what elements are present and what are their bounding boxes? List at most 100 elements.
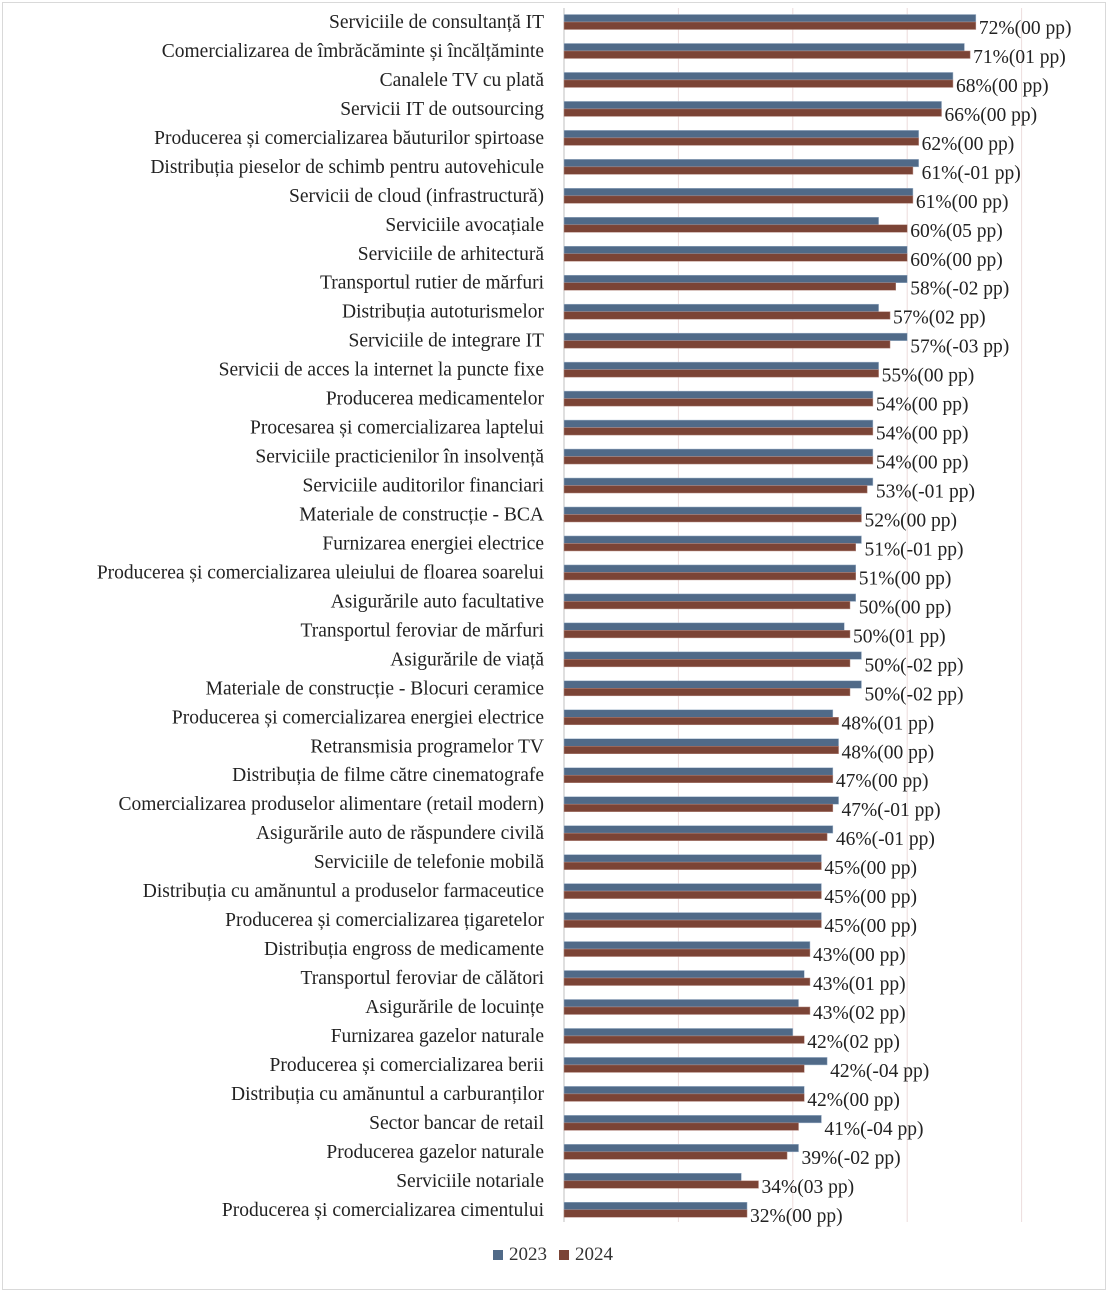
bar-2024 — [563, 543, 856, 552]
category-label: Serviciile de consultanță IT — [329, 12, 544, 33]
bar-2023 — [563, 680, 862, 689]
bar-2023 — [563, 854, 822, 863]
bar-2023 — [563, 303, 879, 312]
category-label: Canalele TV cu plată — [380, 70, 545, 91]
category-label: Producerea și comercializarea cimentului — [222, 1200, 545, 1221]
bar-2023 — [563, 246, 908, 255]
category-label: Sector bancar de retail — [369, 1113, 544, 1134]
bar-2024 — [563, 253, 908, 262]
bar-2023 — [563, 651, 862, 660]
bar-2023 — [563, 101, 942, 110]
bar-2023 — [563, 1173, 742, 1182]
category-label: Distribuția engross de medicamente — [264, 939, 544, 960]
bar-2024 — [563, 50, 971, 59]
data-label: 42%(00 pp) — [807, 1090, 900, 1111]
category-label: Distribuția de filme către cinematografe — [232, 765, 544, 786]
bar-2023 — [563, 1057, 828, 1066]
bar-2023 — [563, 535, 862, 544]
data-label: 71%(01 pp) — [973, 47, 1066, 68]
bar-2024 — [563, 1064, 805, 1073]
data-label: 53%(-01 pp) — [876, 482, 975, 503]
bar-2023 — [563, 14, 977, 23]
data-label: 55%(00 pp) — [882, 366, 975, 387]
data-label: 54%(00 pp) — [876, 424, 969, 445]
data-label: 45%(00 pp) — [824, 858, 917, 879]
legend: 2023 2024 — [493, 1244, 613, 1266]
bar-2024 — [563, 890, 822, 899]
data-label: 54%(00 pp) — [876, 395, 969, 416]
data-label: 50%(00 pp) — [859, 597, 952, 618]
bar-2024 — [563, 572, 856, 581]
data-label: 50%(-02 pp) — [864, 655, 963, 676]
category-label: Distribuția cu amănuntul a carburanților — [231, 1084, 544, 1105]
bar-2024 — [563, 688, 851, 697]
legend-swatch-2024 — [559, 1250, 569, 1260]
bar-2024 — [563, 311, 891, 320]
data-label: 47%(00 pp) — [836, 771, 929, 792]
bar-2024 — [563, 456, 874, 465]
category-label: Producerea și comercializarea băuturilor… — [154, 128, 544, 149]
category-label: Serviciile practicienilor în insolvență — [255, 447, 544, 468]
category-label: Producerea și comercializarea berii — [270, 1055, 545, 1076]
bar-2024 — [563, 601, 851, 610]
bar-2023 — [563, 1028, 794, 1037]
bar-2023 — [563, 274, 908, 283]
data-label: 50%(01 pp) — [853, 626, 946, 647]
data-label: 43%(00 pp) — [813, 945, 906, 966]
bar-2024 — [563, 369, 879, 378]
category-label: Serviciile avocațiale — [385, 215, 544, 236]
bar-2023 — [563, 1086, 805, 1095]
category-label: Servicii de cloud (infrastructură) — [289, 186, 544, 207]
data-label: 34%(03 pp) — [761, 1177, 854, 1198]
data-label: 66%(00 pp) — [945, 105, 1038, 126]
category-label: Serviciile auditorilor financiari — [303, 476, 545, 497]
category-label: Servicii de acces la internet la puncte … — [219, 360, 544, 381]
bar-2024 — [563, 514, 862, 523]
bar-2023 — [563, 709, 834, 718]
bar-2024 — [563, 1035, 805, 1044]
category-label: Distribuția autoturismelor — [342, 302, 545, 323]
category-label: Producerea și comercializarea țigaretelo… — [225, 910, 544, 931]
data-label: 48%(00 pp) — [842, 742, 935, 763]
bar-2024 — [563, 803, 834, 812]
bar-2023 — [563, 130, 919, 139]
legend-swatch-2023 — [493, 1250, 503, 1260]
data-label: 42%(02 pp) — [807, 1032, 900, 1053]
bar-2024 — [563, 977, 811, 986]
legend-label-2024: 2024 — [575, 1244, 613, 1265]
bar-2024 — [563, 861, 822, 870]
bar-2023 — [563, 970, 805, 979]
bar-2024 — [563, 1093, 805, 1102]
bar-2023 — [563, 738, 839, 747]
bar-2023 — [563, 1115, 822, 1124]
category-label: Furnizarea energiei electrice — [322, 533, 544, 554]
category-label: Asigurările de viață — [390, 649, 544, 670]
data-label: 32%(00 pp) — [750, 1206, 843, 1227]
bar-2024 — [563, 774, 834, 783]
category-label: Servicii IT de outsourcing — [340, 99, 544, 120]
bar-2023 — [563, 332, 908, 341]
data-label: 47%(-01 pp) — [842, 800, 941, 821]
category-label: Serviciile de telefonie mobilă — [314, 852, 544, 873]
bar-2023 — [563, 72, 954, 81]
data-label: 45%(00 pp) — [824, 887, 917, 908]
data-label: 57%(02 pp) — [893, 308, 986, 329]
data-label: 42%(-04 pp) — [830, 1061, 929, 1082]
category-label: Retransmisia programelor TV — [310, 736, 544, 757]
bar-2023 — [563, 1202, 748, 1211]
data-label: 43%(01 pp) — [813, 974, 906, 995]
data-label: 54%(00 pp) — [876, 453, 969, 474]
bar-2024 — [563, 1209, 748, 1218]
bar-2023 — [563, 390, 874, 399]
category-label: Producerea medicamentelor — [326, 389, 545, 410]
bar-2024 — [563, 1180, 759, 1189]
bar-2024 — [563, 1122, 799, 1131]
category-label: Transportul rutier de mărfuri — [320, 273, 545, 294]
bar-2024 — [563, 948, 811, 957]
bar-2024 — [563, 195, 914, 204]
bar-2023 — [563, 477, 874, 486]
category-label: Transportul feroviar de călători — [301, 968, 545, 989]
data-label: 60%(05 pp) — [910, 221, 1003, 242]
category-label: Distribuția pieselor de schimb pentru au… — [150, 157, 544, 178]
